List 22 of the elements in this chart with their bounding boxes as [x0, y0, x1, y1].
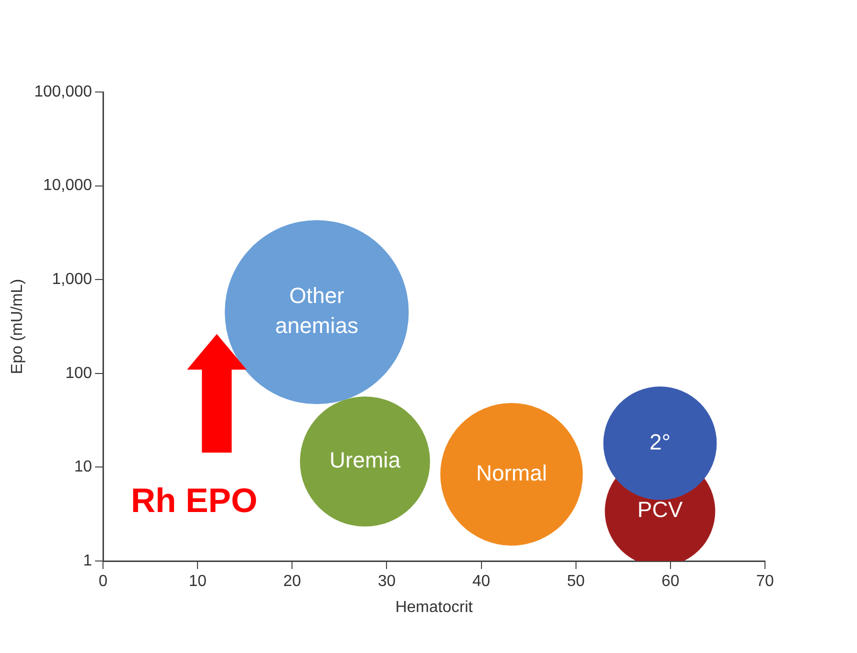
- y-tick-label: 1: [83, 552, 92, 570]
- annotation: Rh EPO: [130, 482, 258, 520]
- y-tick-label: 100,000: [34, 83, 92, 100]
- x-tick-label: 10: [188, 573, 207, 590]
- series-label: 2°: [650, 429, 671, 454]
- x-tick-label: 0: [98, 573, 108, 590]
- series-label: PCV: [637, 497, 683, 522]
- y-tick-label: 10: [74, 458, 92, 476]
- y-tick-label: 100: [65, 364, 92, 382]
- x-tick-label: 20: [283, 573, 302, 590]
- y-tick-label: 10,000: [43, 177, 92, 194]
- y-tick-label: 1,000: [52, 271, 92, 288]
- series-label: Uremia: [330, 448, 402, 473]
- x-axis-title: Hematocrit: [395, 599, 474, 616]
- x-tick-label: 50: [566, 573, 585, 590]
- y-axis-title: Epo (mU/mL): [9, 278, 26, 374]
- x-tick-label: 70: [756, 573, 774, 590]
- x-tick-label: 60: [662, 573, 680, 590]
- x-tick-label: 30: [378, 573, 396, 590]
- series-label: Normal: [476, 460, 548, 486]
- series-label: Other anemias: [275, 283, 358, 338]
- x-tick-label: 40: [472, 573, 490, 590]
